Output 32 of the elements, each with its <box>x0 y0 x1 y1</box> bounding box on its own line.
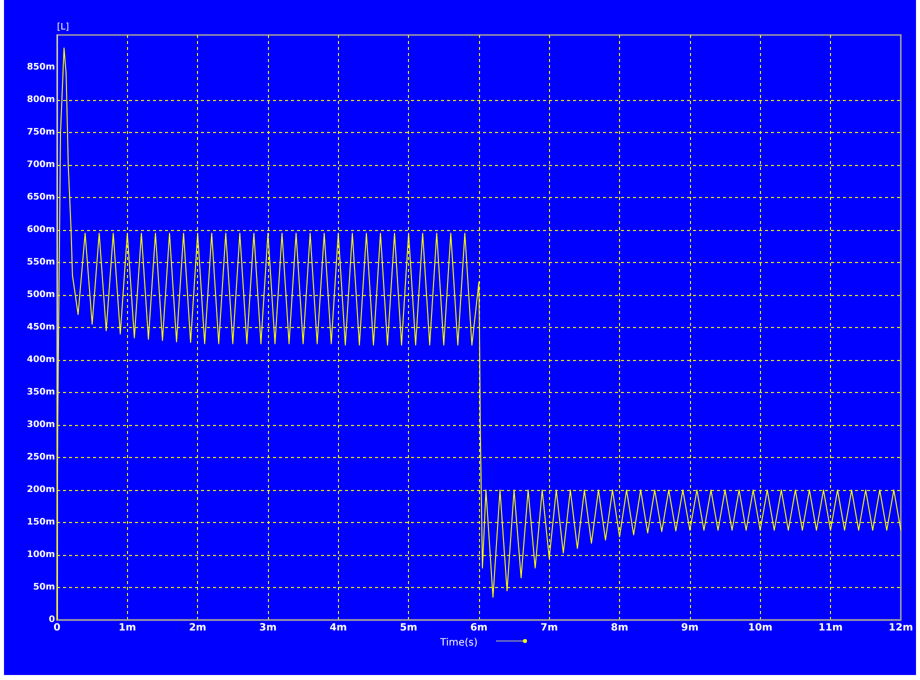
y-tick-label: 350m <box>26 388 55 398</box>
y-tick-label: 100m <box>26 550 55 560</box>
x-tick-label: 12m <box>888 622 914 634</box>
x-tick-label: 4m <box>330 622 347 634</box>
x-tick-label: 5m <box>400 622 418 634</box>
x-tick-label: 9m <box>681 622 699 634</box>
y-tick-label: 650m <box>26 192 55 202</box>
y-tick-label: 300m <box>26 420 55 430</box>
y-tick-label: 250m <box>26 452 55 462</box>
x-tick-label: 3m <box>259 622 277 634</box>
y-tick-label: 50m <box>33 582 55 592</box>
x-tick-label: 2m <box>188 622 206 634</box>
y-tick-label: 150m <box>26 518 55 528</box>
y-tick-label: 700m <box>26 160 55 170</box>
y-tick-label: 550m <box>26 258 55 268</box>
y-tick-label: 500m <box>26 290 55 300</box>
x-tick-label: 1m <box>118 622 136 634</box>
y-tick-label: 750m <box>26 128 55 138</box>
y-tick-label: 600m <box>26 225 55 235</box>
y-axis-title: [L] <box>57 22 70 32</box>
x-tick-label: 8m <box>610 622 628 634</box>
x-tick-label: 10m <box>748 622 772 634</box>
y-tick-label: 200m <box>26 485 55 495</box>
y-tick-label: 400m <box>26 355 55 365</box>
y-tick-label: 450m <box>26 322 55 332</box>
x-tick-label: 11m <box>818 622 843 634</box>
y-tick-label: 0 <box>48 615 55 625</box>
x-axis-title: Time(s) <box>439 637 478 648</box>
x-tick-label: 6m <box>470 622 488 634</box>
y-tick-label: 850m <box>26 62 55 72</box>
x-tick-label: 7m <box>540 622 558 634</box>
y-tick-label: 800m <box>26 95 55 105</box>
